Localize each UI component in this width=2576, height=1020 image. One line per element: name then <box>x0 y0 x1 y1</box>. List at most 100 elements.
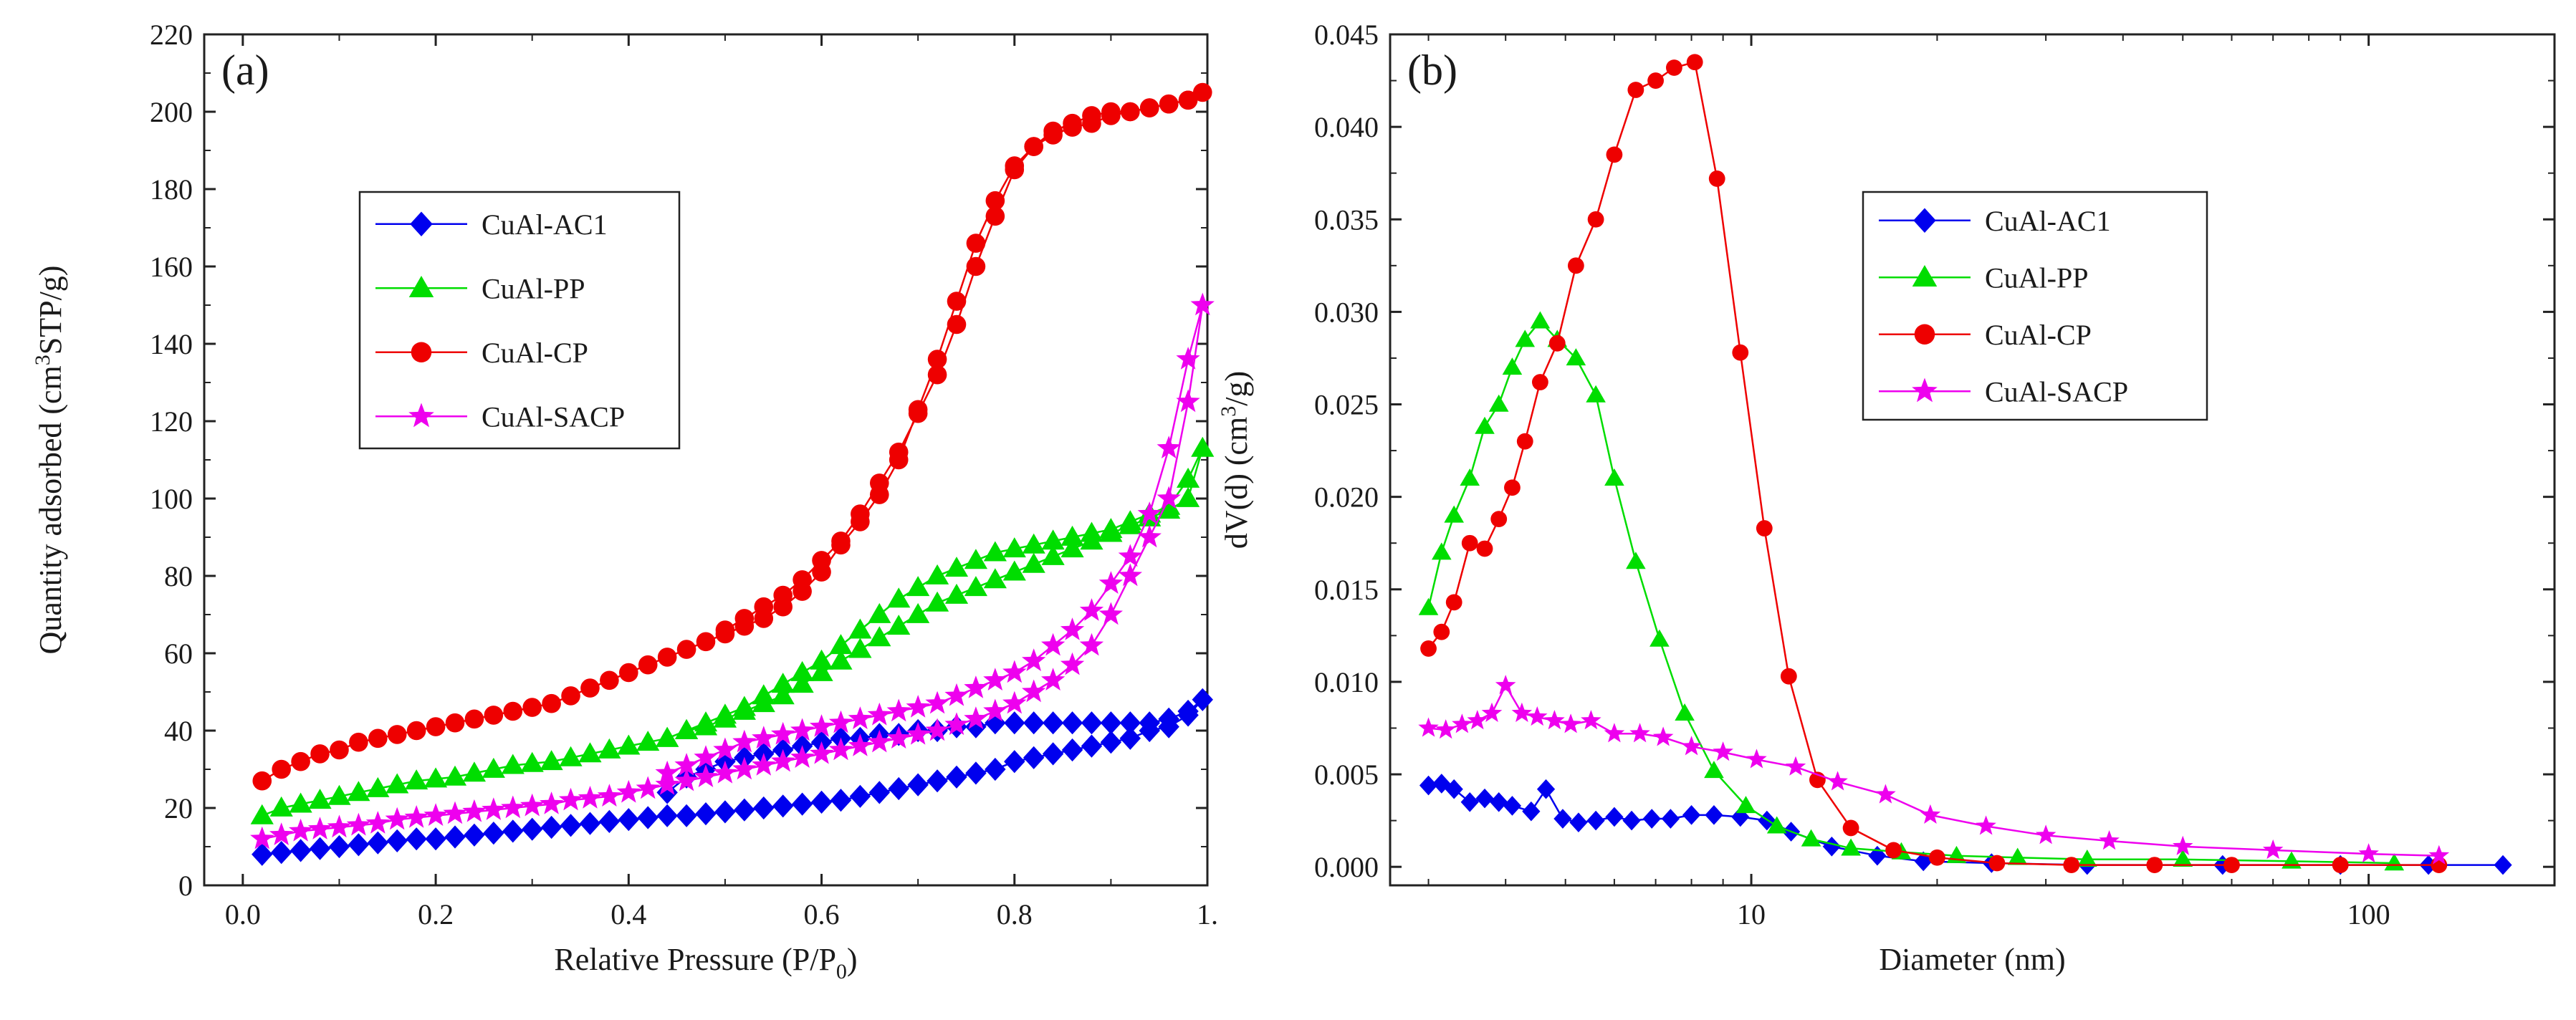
data-point <box>1460 468 1480 486</box>
data-point <box>810 660 833 681</box>
data-point <box>367 831 389 855</box>
data-point <box>445 713 465 733</box>
data-point <box>1606 146 1623 163</box>
data-point <box>1022 533 1045 554</box>
y-tick-label: 220 <box>150 19 193 51</box>
data-point <box>674 718 699 739</box>
data-point <box>1516 433 1533 450</box>
data-point <box>752 753 776 776</box>
data-point <box>2173 850 2193 867</box>
data-point <box>540 750 563 771</box>
data-point <box>906 695 930 718</box>
series-cual-cp <box>252 82 1212 791</box>
data-point <box>1081 734 1103 758</box>
data-point <box>1801 829 1821 847</box>
data-point <box>365 811 390 834</box>
x-tick-label: 0.2 <box>418 898 454 930</box>
data-point <box>1192 688 1213 711</box>
data-point <box>752 684 775 705</box>
data-point <box>1157 436 1181 458</box>
data-point <box>714 800 736 824</box>
data-point <box>291 751 310 771</box>
data-point <box>1121 102 1140 122</box>
data-point <box>310 744 330 764</box>
data-point <box>1024 137 1043 156</box>
data-point <box>1101 106 1121 125</box>
data-point <box>809 741 834 764</box>
data-point <box>1060 617 1085 640</box>
data-point <box>696 632 716 652</box>
data-point <box>1432 542 1452 560</box>
data-point <box>289 839 312 862</box>
y-tick-label: 0.025 <box>1314 389 1379 421</box>
data-point <box>848 706 872 729</box>
data-point <box>925 718 949 741</box>
data-point <box>1444 505 1465 523</box>
data-point <box>868 781 891 804</box>
data-point <box>772 794 794 818</box>
data-point <box>250 826 274 850</box>
data-point <box>1735 796 1756 814</box>
data-point <box>1042 742 1064 766</box>
data-point <box>1675 703 1695 721</box>
data-point <box>482 757 505 778</box>
data-point <box>1043 125 1063 145</box>
data-point <box>1490 792 1508 812</box>
data-point <box>404 805 428 828</box>
data-point <box>1100 711 1122 735</box>
data-point <box>867 729 891 753</box>
data-point <box>771 684 795 705</box>
y-tick-label: 0.015 <box>1314 574 1379 606</box>
data-point <box>964 576 988 597</box>
data-point <box>1176 486 1200 507</box>
data-point <box>655 760 679 784</box>
data-point <box>2035 824 2057 845</box>
data-point <box>1649 629 1670 647</box>
data-point <box>578 742 602 763</box>
data-point <box>983 541 1007 562</box>
data-point <box>1192 82 1212 102</box>
data-point <box>809 714 834 737</box>
data-point <box>2281 851 2302 869</box>
data-point <box>790 673 814 693</box>
data-point <box>944 712 969 736</box>
legend-entry-cual-ac1: CuAl-AC1 <box>1985 205 2111 237</box>
data-point <box>1929 849 1945 866</box>
y-axis-label-sup: 3 <box>1217 406 1240 417</box>
data-point <box>443 801 467 824</box>
data-point <box>849 784 871 808</box>
data-point <box>1566 348 1586 366</box>
series-line <box>1427 319 2395 865</box>
y-tick-label: 20 <box>164 792 193 824</box>
x-tick-label: 0.4 <box>611 898 646 930</box>
data-point <box>1004 750 1025 774</box>
data-point <box>330 740 349 760</box>
y-tick-label: 0.000 <box>1314 851 1379 883</box>
data-point <box>1785 756 1806 776</box>
data-point <box>1536 779 1556 799</box>
data-point <box>580 678 600 698</box>
data-point <box>1002 560 1026 581</box>
data-point <box>2077 850 2097 867</box>
data-point <box>405 769 428 790</box>
data-point <box>927 769 948 793</box>
y-tick-label: 160 <box>150 251 193 283</box>
data-point <box>347 781 370 802</box>
data-point <box>886 726 911 749</box>
data-point <box>289 792 312 813</box>
data-point <box>272 759 291 779</box>
data-point <box>1190 292 1215 316</box>
data-point <box>1475 416 1495 434</box>
data-point <box>2223 857 2240 873</box>
data-point <box>985 757 1006 781</box>
y-axis-label-sup: 3 <box>31 355 54 365</box>
data-point <box>328 834 350 859</box>
data-point <box>423 767 448 788</box>
data-point <box>1586 810 1605 831</box>
data-point <box>366 776 390 797</box>
data-point <box>385 807 409 830</box>
data-point <box>694 711 718 732</box>
x-tick-label: 10 <box>1737 898 1766 930</box>
data-point <box>656 726 679 747</box>
data-point <box>1502 357 1523 375</box>
